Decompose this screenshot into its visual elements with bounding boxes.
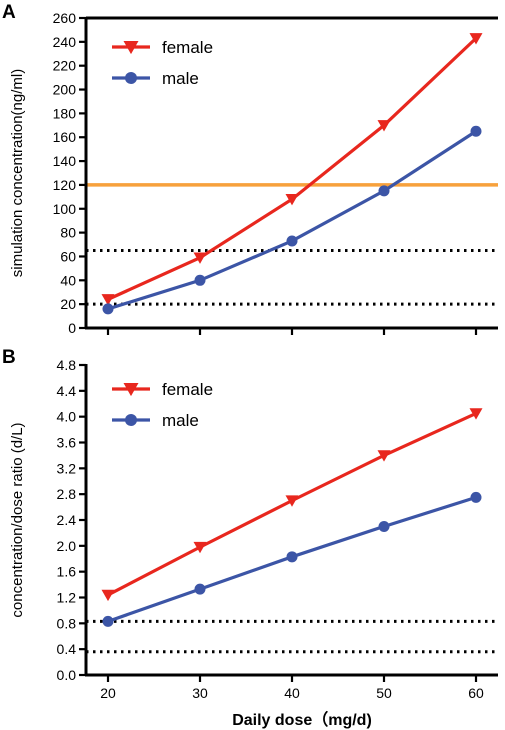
panel-a: A 0 20 40 60 80 100 120 140 160 180 200 220 240 260 sim… <box>2 2 498 336</box>
x-tick-label: 20 <box>100 685 116 701</box>
y-tick-label: 60 <box>60 248 76 264</box>
y-tick-label: 3.2 <box>57 460 77 476</box>
y-tick-label: 140 <box>53 153 77 169</box>
panel-letter: A <box>2 2 16 23</box>
y-tick-label: 40 <box>60 272 76 288</box>
y-axis-title: simulation concentration(ng/ml) <box>9 69 26 277</box>
y-tick-label: 1.6 <box>57 564 77 580</box>
x-tick-label: 50 <box>376 685 392 701</box>
series-line-male <box>107 129 477 311</box>
y-tick-label: 220 <box>53 58 77 74</box>
data-point-male <box>470 125 482 137</box>
y-tick-label: 3.6 <box>57 435 77 451</box>
data-point-female <box>193 252 207 264</box>
data-point-female <box>469 33 483 45</box>
y-tick-label: 80 <box>60 225 76 241</box>
data-point-female <box>101 294 115 306</box>
y-tick-label: 4.8 <box>57 357 77 373</box>
y-tick-label: 240 <box>53 34 77 50</box>
y-tick-label: 200 <box>53 82 77 98</box>
legend-marker-female <box>123 383 139 397</box>
panel-letter: B <box>2 347 16 368</box>
y-tick-label: 0 <box>68 320 76 336</box>
y-tick-label: 120 <box>53 177 77 193</box>
panel-b: B 0.0 0.4 0.8 1.2 1.6 2.0 2.4 2.8 3.2 3.6 4.0 4.4 4.8… <box>2 347 498 729</box>
data-point-male <box>378 520 390 532</box>
data-point-male <box>286 551 298 563</box>
y-tick-label: 2.4 <box>57 512 77 528</box>
x-tick-label: 30 <box>192 685 208 701</box>
legend-marker-male <box>125 72 137 84</box>
y-tick-label: 160 <box>53 129 77 145</box>
y-tick-label: 1.2 <box>57 590 77 606</box>
data-point-male <box>194 274 206 286</box>
data-point-male <box>102 615 114 627</box>
legend-label-male: male <box>162 69 199 88</box>
y-tick-label: 100 <box>53 201 77 217</box>
x-axis-title: Daily dose（mg/d) <box>232 711 372 729</box>
data-point-male <box>470 491 482 503</box>
y-axis-title: concentration/dose ratio (d/L) <box>9 422 26 617</box>
data-point-female <box>377 450 391 462</box>
data-point-male <box>194 583 206 595</box>
legend-label-male: male <box>162 411 199 430</box>
y-tick-label: 0.8 <box>57 615 77 631</box>
legend-label-female: female <box>162 38 213 57</box>
y-tick-label: 0.0 <box>57 667 77 683</box>
x-tick-label: 40 <box>284 685 300 701</box>
data-point-female <box>377 120 391 132</box>
x-tick-label: 60 <box>468 685 484 701</box>
data-point-female <box>469 408 483 420</box>
data-point-female <box>285 194 299 206</box>
y-tick-label: 180 <box>53 105 77 121</box>
data-point-female <box>285 495 299 507</box>
y-tick-label: 0.4 <box>57 641 77 657</box>
y-tick-label: 4.4 <box>57 383 77 399</box>
data-point-female <box>193 541 207 554</box>
y-tick-label: 2.8 <box>57 486 77 502</box>
y-tick-label: 260 <box>53 10 77 26</box>
legend-label-female: female <box>162 380 213 399</box>
data-point-male <box>286 235 298 247</box>
y-tick-label: 2.0 <box>57 538 77 554</box>
data-point-female <box>101 589 115 602</box>
data-point-male <box>102 303 114 315</box>
data-point-male <box>378 185 390 197</box>
y-tick-label: 4.0 <box>57 409 77 425</box>
legend-marker-female <box>123 41 139 55</box>
legend-marker-male <box>125 414 137 426</box>
y-tick-label: 20 <box>60 296 76 312</box>
